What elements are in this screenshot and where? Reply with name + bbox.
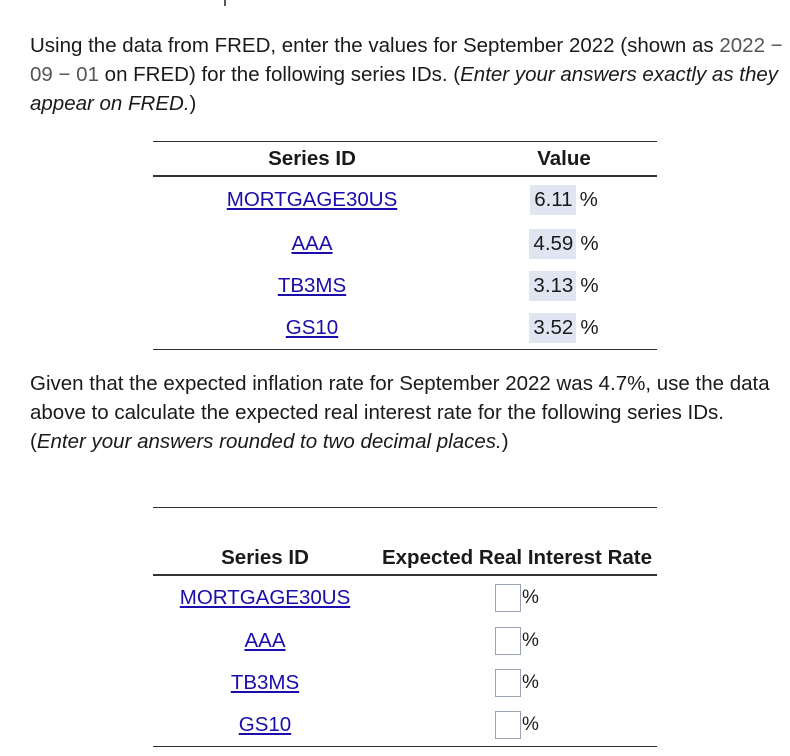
real-rate-input-mortgage30us[interactable] xyxy=(495,584,522,612)
percent-sign: % xyxy=(522,672,539,693)
table-row: AAA % xyxy=(153,620,657,662)
intro-paragraph: Using the data from FRED, enter the valu… xyxy=(30,31,785,118)
series-cell: GS10 xyxy=(153,307,471,350)
series-link-aaa[interactable]: AAA xyxy=(291,232,333,255)
series-link-tb3ms[interactable]: TB3MS xyxy=(230,671,300,694)
prompt-text-1: Given that the expected inflation rate f… xyxy=(30,372,770,453)
prompt-text-2: ) xyxy=(501,430,509,453)
column-header-value: Value xyxy=(471,141,657,177)
value-cell: 3.52% xyxy=(471,307,657,350)
series-link-gs10[interactable]: GS10 xyxy=(285,316,339,339)
column-header-expected-real-rate: Expected Real Interest Rate xyxy=(377,507,657,576)
value-box: 3.13 xyxy=(529,271,577,301)
series-cell: AAA xyxy=(153,223,471,265)
real-rate-input-tb3ms[interactable] xyxy=(495,669,522,697)
value-cell: 6.11% xyxy=(471,176,657,223)
series-cell: AAA xyxy=(153,620,377,662)
table-header-row: Series ID Value xyxy=(153,141,657,177)
rate-cell: % xyxy=(377,575,657,620)
percent-sign: % xyxy=(522,714,539,735)
series-link-aaa[interactable]: AAA xyxy=(244,629,286,652)
series-link-mortgage30us[interactable]: MORTGAGE30US xyxy=(226,188,398,211)
fred-values-table: Series ID Value MORTGAGE30US 6.11% AAA 4… xyxy=(153,141,657,350)
rate-cell: % xyxy=(377,620,657,662)
series-cell: MORTGAGE30US xyxy=(153,575,377,620)
percent-sign: % xyxy=(522,587,539,608)
value-box: 4.59 xyxy=(529,229,577,259)
percent-sign: % xyxy=(580,232,599,255)
table-row: AAA 4.59% xyxy=(153,223,657,265)
prompt-instruction: Enter your answers rounded to two decima… xyxy=(36,430,502,453)
table-header-row: Series ID Expected Real Interest Rate xyxy=(153,507,657,576)
percent-sign: % xyxy=(580,274,599,297)
rate-cell: % xyxy=(377,662,657,704)
column-header-series-id: Series ID xyxy=(153,507,377,576)
real-rate-input-gs10[interactable] xyxy=(495,711,522,739)
table-row: GS10 % xyxy=(153,704,657,747)
intro-text-3: ) xyxy=(189,92,197,115)
top-edge-mark xyxy=(224,0,226,6)
series-link-mortgage30us[interactable]: MORTGAGE30US xyxy=(179,586,351,609)
intro-text-1: Using the data from FRED, enter the valu… xyxy=(30,34,720,57)
percent-sign: % xyxy=(580,316,599,339)
value-cell: 4.59% xyxy=(471,223,657,265)
percent-sign: % xyxy=(522,630,539,651)
column-header-series-id: Series ID xyxy=(153,141,471,177)
value-cell: 3.13% xyxy=(471,265,657,307)
real-rate-table: Series ID Expected Real Interest Rate MO… xyxy=(153,507,657,747)
date-code: 2022 − 09 − 01 xyxy=(30,34,783,86)
table-row: GS10 3.52% xyxy=(153,307,657,350)
table-row: TB3MS 3.13% xyxy=(153,265,657,307)
real-rate-prompt: Given that the expected inflation rate f… xyxy=(30,369,785,456)
series-link-tb3ms[interactable]: TB3MS xyxy=(277,274,347,297)
series-cell: GS10 xyxy=(153,704,377,747)
rate-cell: % xyxy=(377,704,657,747)
value-box: 6.11 xyxy=(530,185,576,215)
real-rate-input-aaa[interactable] xyxy=(495,627,522,655)
series-cell: TB3MS xyxy=(153,662,377,704)
table-row: MORTGAGE30US % xyxy=(153,575,657,620)
table-row: MORTGAGE30US 6.11% xyxy=(153,176,657,223)
intro-instruction: Enter your answers exactly as they appea… xyxy=(30,63,779,115)
series-link-gs10[interactable]: GS10 xyxy=(238,713,292,736)
intro-text-2: on FRED) for the following series IDs. ( xyxy=(98,63,461,86)
series-cell: MORTGAGE30US xyxy=(153,176,471,223)
table-row: TB3MS % xyxy=(153,662,657,704)
series-cell: TB3MS xyxy=(153,265,471,307)
value-box: 3.52 xyxy=(529,313,577,343)
percent-sign: % xyxy=(579,188,598,211)
